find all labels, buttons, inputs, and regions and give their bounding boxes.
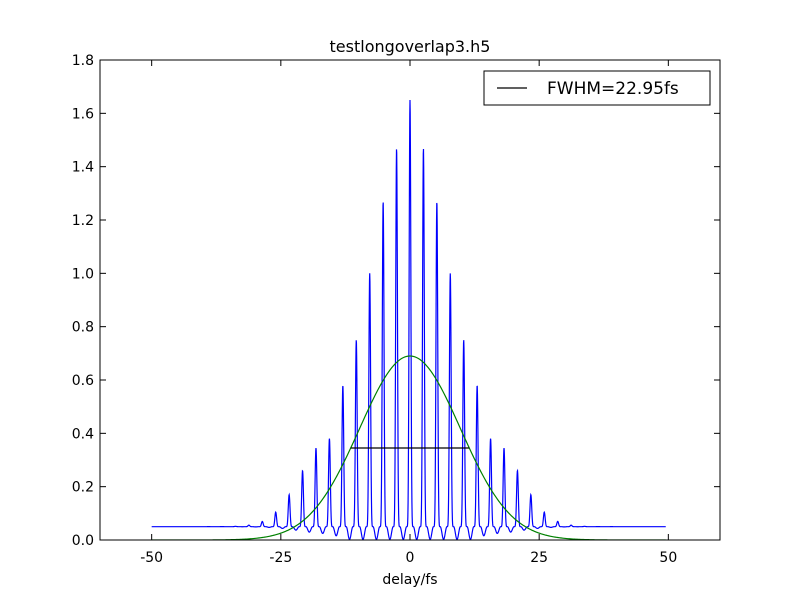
y-tick-label: 1.8	[72, 53, 94, 69]
y-tick-label: 0.2	[72, 480, 94, 496]
x-tick-label: 0	[406, 550, 415, 566]
legend-entry-fwhm: FWHM=22.95fs	[547, 79, 679, 99]
y-tick-label: 0.6	[72, 373, 94, 389]
series-interferogram-line	[151, 100, 666, 540]
y-tick-label: 0.4	[72, 426, 94, 442]
x-tick-label: -25	[269, 550, 292, 566]
y-tick-label: 1.2	[72, 213, 94, 229]
x-tick-label: -50	[140, 550, 163, 566]
y-tick-label: 1.0	[72, 266, 94, 282]
series-layer	[151, 100, 666, 540]
chart-title: testlongoverlap3.h5	[330, 37, 491, 56]
x-axis: -50 -25 0 25 50	[140, 60, 677, 566]
x-axis-label: delay/fs	[382, 572, 437, 588]
y-tick-label: 0.8	[72, 320, 94, 336]
y-axis: 0.0 0.2 0.4 0.6 0.8 1.0 1.2 1.4 1.6 1.8	[72, 53, 720, 549]
x-tick-label: 25	[530, 550, 548, 566]
series-gaussian-fit-line	[151, 355, 666, 540]
x-tick-label: 50	[659, 550, 677, 566]
y-tick-label: 1.6	[72, 106, 94, 122]
legend: FWHM=22.95fs	[483, 70, 711, 106]
y-tick-label: 0.0	[72, 533, 94, 549]
y-tick-label: 1.4	[72, 160, 94, 176]
